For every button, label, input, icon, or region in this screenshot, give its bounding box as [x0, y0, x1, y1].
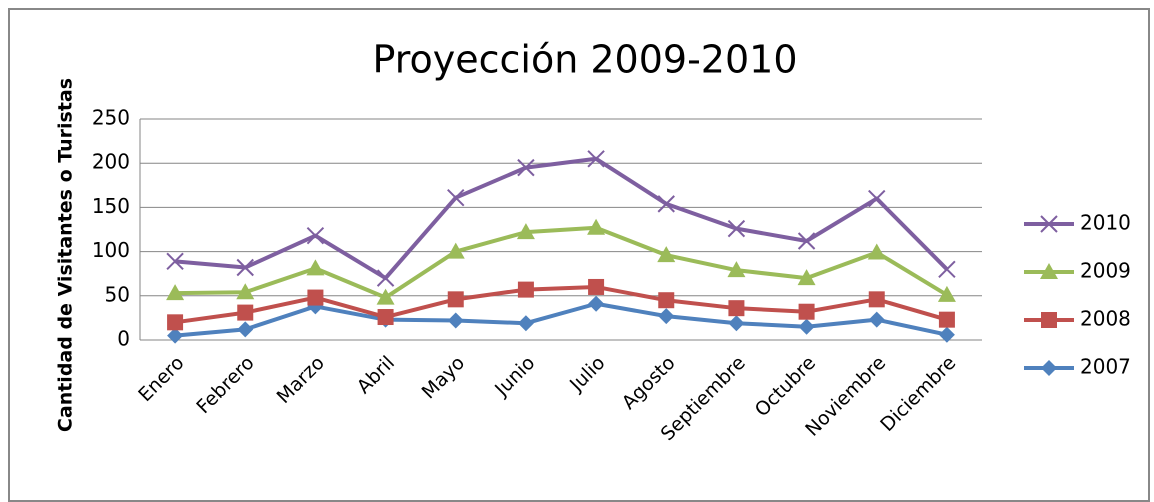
marker: [727, 261, 746, 278]
line: [175, 225, 948, 300]
marker: [938, 311, 955, 328]
marker: [657, 195, 675, 213]
series: [167, 278, 955, 331]
series: [167, 295, 955, 344]
y-tick-label: 150: [92, 194, 130, 218]
marker: [587, 218, 606, 235]
marker: [728, 315, 745, 332]
marker: [167, 327, 184, 344]
legend-label: 2009: [1080, 259, 1131, 283]
marker: [588, 295, 605, 312]
y-axis-label: Cantidad de Visitantes o Turistas: [55, 78, 77, 432]
marker: [307, 289, 324, 306]
legend-label: 2007: [1080, 355, 1131, 379]
y-tick-label: 100: [92, 238, 130, 262]
marker: [797, 232, 816, 250]
marker: [587, 150, 605, 168]
marker: [517, 158, 535, 177]
chart-frame: [8, 8, 1150, 502]
marker: [447, 188, 465, 207]
marker: [516, 223, 535, 240]
marker: [166, 252, 184, 271]
marker: [727, 219, 746, 238]
marker: [447, 291, 464, 308]
marker: [377, 309, 394, 326]
marker: [376, 269, 395, 287]
marker: [798, 303, 815, 320]
marker: [167, 314, 184, 331]
series: [166, 218, 956, 305]
marker: [658, 308, 675, 325]
marker: [588, 278, 605, 295]
marker: [798, 318, 815, 335]
y-tick-label: 200: [92, 150, 130, 174]
marker: [797, 269, 816, 286]
marker: [868, 311, 885, 328]
marker: [938, 260, 956, 278]
marker: [166, 284, 185, 301]
marker: [1040, 263, 1058, 279]
marker: [728, 300, 745, 317]
marker: [868, 189, 886, 208]
line: [174, 284, 948, 325]
chart-title: Proyección 2009-2010: [372, 38, 797, 82]
marker: [1041, 312, 1057, 328]
line: [174, 156, 949, 281]
y-tick-label: 50: [105, 282, 130, 306]
y-tick-label: 250: [92, 106, 130, 130]
y-tick-label: 0: [117, 327, 130, 351]
legend-label: 2008: [1080, 307, 1131, 331]
marker: [937, 285, 956, 302]
marker: [306, 259, 325, 276]
marker: [517, 281, 534, 298]
marker: [938, 326, 955, 343]
marker: [1040, 215, 1058, 233]
marker: [237, 304, 254, 321]
marker: [306, 226, 325, 245]
marker: [236, 283, 255, 300]
marker: [447, 312, 464, 329]
marker: [868, 291, 885, 308]
series: [166, 150, 956, 287]
marker: [237, 321, 254, 338]
line: [174, 301, 948, 338]
legend-label: 2010: [1080, 211, 1131, 235]
marker: [867, 243, 886, 260]
marker: [1041, 360, 1057, 376]
marker: [658, 292, 675, 309]
marker: [446, 242, 465, 259]
marker: [657, 246, 676, 263]
marker: [376, 288, 395, 305]
marker: [236, 258, 254, 277]
marker: [517, 315, 534, 332]
